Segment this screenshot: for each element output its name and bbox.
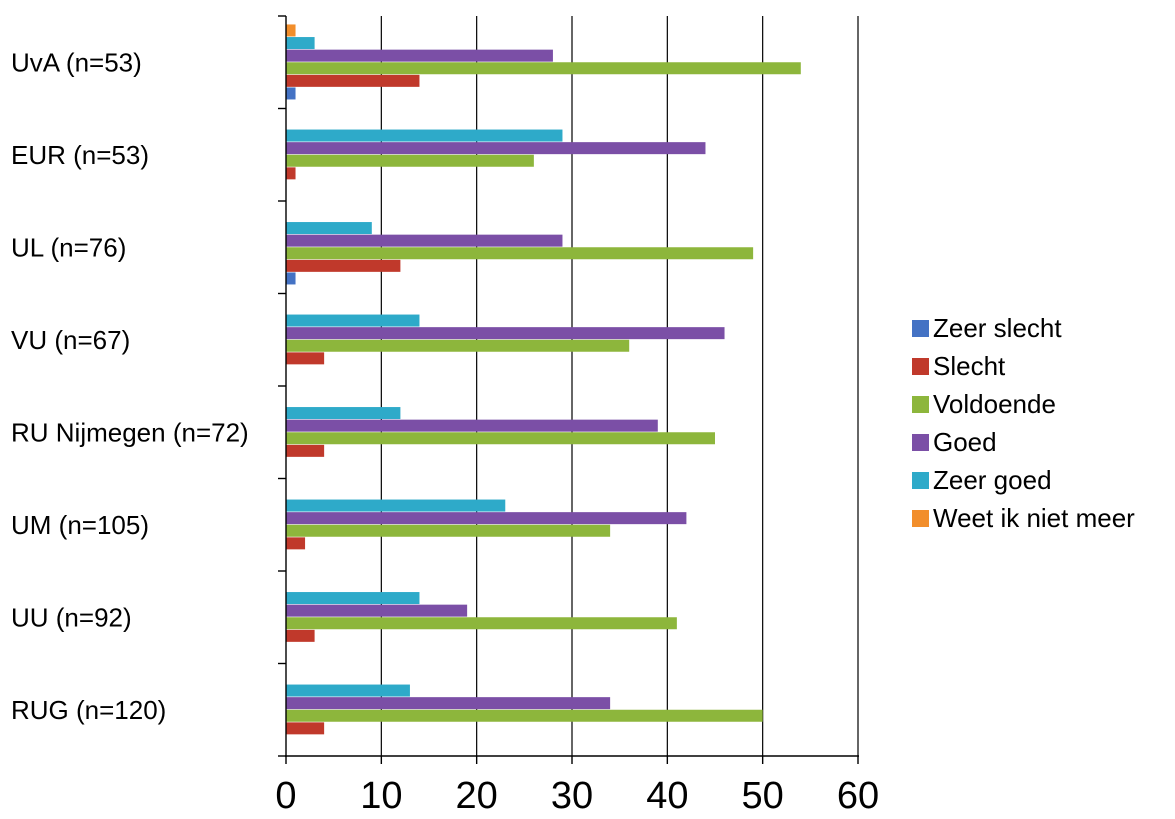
bar [286, 129, 563, 142]
bar [286, 339, 630, 352]
bar [286, 419, 658, 432]
bar [286, 499, 506, 512]
bar [286, 684, 410, 697]
bar [286, 314, 420, 327]
bar [286, 432, 715, 445]
bar [286, 697, 611, 710]
bar [286, 709, 763, 722]
bar [286, 592, 420, 605]
bar [286, 142, 706, 155]
gridlines [380, 16, 859, 756]
legend-item: Slecht [912, 347, 1135, 385]
legend: Zeer slecht Slecht Voldoende Goed Zeer goed W… [912, 309, 1135, 537]
bar [286, 87, 296, 100]
category-label: UvA (n=53) [11, 47, 142, 77]
legend-swatch [912, 395, 929, 413]
legend-label: Slecht [933, 350, 1006, 381]
x-tick-label: 30 [551, 775, 593, 817]
bar [286, 167, 296, 180]
bar [286, 524, 611, 537]
legend-item: Weet ik niet meer [912, 499, 1135, 537]
category-label: UM (n=105) [11, 510, 149, 540]
bar [286, 24, 296, 37]
legend-label: Voldoende [933, 388, 1056, 419]
bar [286, 407, 401, 420]
bars [286, 24, 801, 735]
bar [286, 629, 315, 642]
bar [286, 272, 296, 285]
bar [286, 617, 677, 630]
bar [286, 327, 725, 340]
bar [286, 154, 534, 167]
x-tick-label: 0 [275, 775, 296, 817]
legend-swatch [912, 471, 929, 489]
bar [286, 234, 563, 247]
bar [286, 537, 306, 550]
legend-label: Zeer goed [933, 464, 1052, 495]
x-tick-label: 10 [360, 775, 402, 817]
legend-item: Zeer slecht [912, 309, 1135, 347]
bar [286, 604, 468, 617]
x-tick-label: 60 [837, 775, 879, 817]
x-tick-label: 20 [456, 775, 498, 817]
category-label: VU (n=67) [11, 325, 130, 355]
x-tick-label: 50 [742, 775, 784, 817]
bar [286, 352, 325, 365]
labels: 0 10 20 30 40 50 60 UvA (n=53) EUR (n=53) UL (n=7… [11, 47, 879, 817]
category-label: UL (n=76) [11, 232, 126, 262]
category-label: EUR (n=53) [11, 140, 149, 170]
bar [286, 49, 553, 62]
bar [286, 74, 420, 87]
bar [286, 222, 372, 235]
x-tick-label: 40 [646, 775, 688, 817]
bar [286, 247, 754, 260]
legend-swatch [912, 433, 929, 451]
bar [286, 62, 801, 75]
bar [286, 512, 687, 525]
axes [278, 15, 859, 764]
category-label: UU (n=92) [11, 602, 132, 632]
legend-item: Voldoende [912, 385, 1135, 423]
legend-swatch [912, 509, 929, 527]
bar [286, 37, 315, 50]
bar [286, 722, 325, 735]
legend-item: Zeer goed [912, 461, 1135, 499]
category-label: RUG (n=120) [11, 695, 166, 725]
legend-item: Goed [912, 423, 1135, 461]
legend-label: Zeer slecht [933, 312, 1062, 343]
bar [286, 259, 401, 272]
bar [286, 444, 325, 457]
legend-swatch [912, 357, 929, 375]
legend-swatch [912, 319, 929, 337]
legend-label: Goed [933, 426, 997, 457]
legend-label: Weet ik niet meer [933, 502, 1135, 533]
category-label: RU Nijmegen (n=72) [11, 417, 249, 447]
